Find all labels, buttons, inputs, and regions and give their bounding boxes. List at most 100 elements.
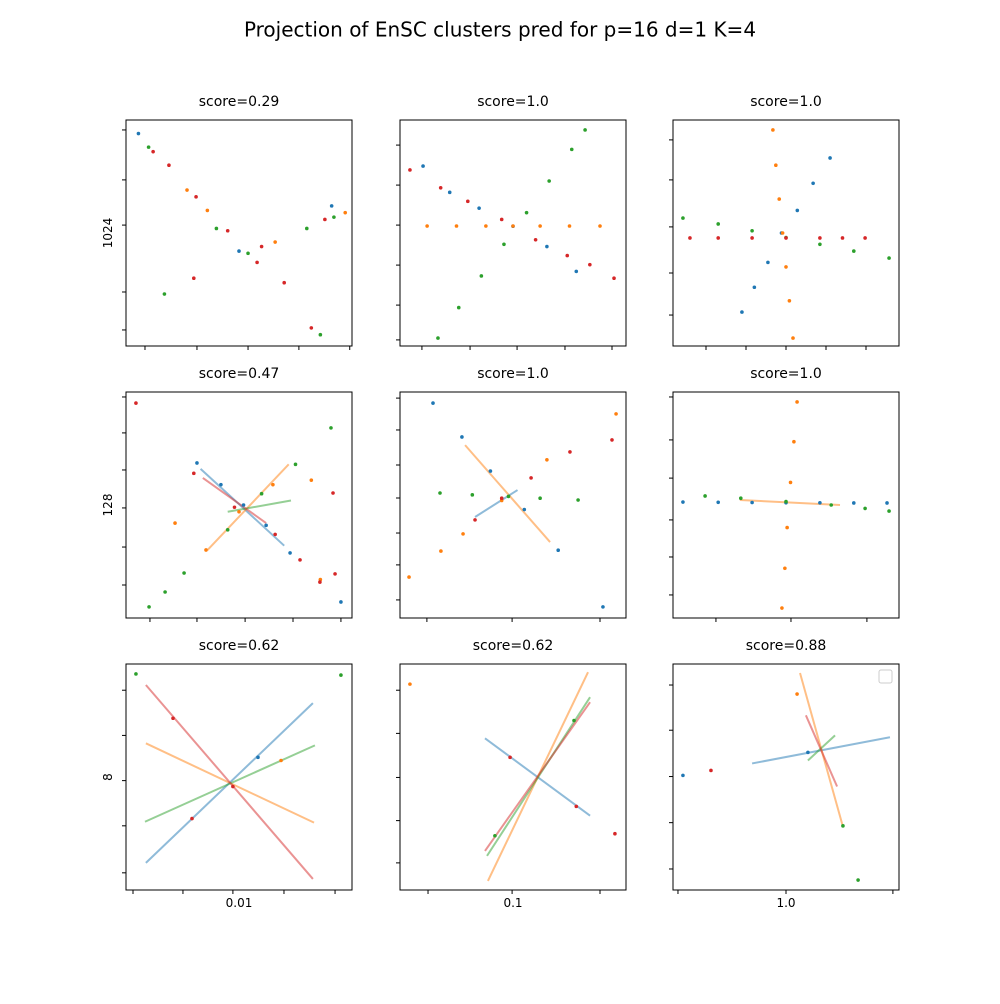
point: [147, 605, 151, 609]
point: [716, 500, 720, 505]
point: [840, 236, 845, 240]
point: [431, 401, 435, 405]
plot-frame: [125, 663, 353, 891]
point: [612, 276, 616, 281]
fit-line: [484, 701, 591, 852]
point: [818, 236, 822, 240]
point: [323, 217, 327, 222]
point: [785, 525, 789, 530]
point: [488, 469, 493, 473]
point: [225, 228, 230, 233]
point: [887, 256, 891, 260]
point: [493, 833, 497, 838]
point: [136, 131, 141, 136]
point: [752, 285, 757, 290]
point: [331, 491, 335, 495]
point: [473, 518, 477, 522]
point: [829, 503, 833, 507]
point: [703, 494, 707, 498]
point: [205, 208, 210, 213]
point: [436, 336, 440, 340]
point: [241, 503, 246, 507]
point: [750, 228, 754, 233]
point: [407, 575, 411, 579]
point: [567, 224, 572, 228]
point: [583, 128, 587, 132]
point: [508, 755, 512, 760]
point: [811, 181, 815, 186]
point: [576, 498, 580, 502]
panel-title: score=0.62: [199, 638, 280, 654]
point: [522, 507, 527, 512]
point: [237, 249, 241, 253]
point: [739, 496, 743, 501]
point: [750, 236, 754, 240]
fit-line: [145, 684, 314, 880]
point: [461, 532, 465, 536]
point: [329, 204, 334, 208]
plot-frame: [125, 391, 353, 619]
point: [282, 280, 287, 285]
panel-title: score=0.47: [199, 366, 280, 382]
fit-line: [807, 734, 836, 762]
point: [339, 600, 343, 604]
panel: score=0.88 1.0: [669, 638, 900, 910]
point: [863, 236, 867, 240]
plot-frame: [672, 391, 900, 619]
x-label: 1.0: [776, 896, 795, 910]
point: [818, 500, 822, 505]
point: [716, 236, 720, 240]
point: [151, 149, 155, 154]
fit-line: [804, 714, 838, 787]
y-label: 8: [101, 773, 115, 781]
point: [791, 336, 795, 340]
point: [792, 439, 796, 444]
point: [192, 471, 196, 476]
point: [806, 750, 810, 755]
point: [438, 491, 442, 495]
panel: score=1.0: [396, 366, 627, 622]
point: [447, 190, 452, 195]
panel: score=1.0: [396, 94, 627, 350]
point: [293, 462, 298, 467]
panel: score=0.47 128: [101, 366, 353, 622]
point: [524, 210, 529, 215]
plot-frame: [399, 391, 627, 619]
point: [784, 499, 788, 504]
point: [506, 494, 511, 499]
point: [460, 435, 464, 439]
panel-title: score=0.29: [199, 94, 280, 110]
point: [574, 269, 579, 274]
point: [408, 168, 412, 172]
point: [533, 237, 538, 242]
point: [828, 156, 832, 160]
point: [134, 672, 138, 676]
point: [841, 824, 845, 828]
point: [194, 195, 198, 199]
panel: score=0.62 0.1: [396, 638, 627, 910]
point: [318, 332, 323, 337]
point: [774, 163, 778, 167]
point: [231, 784, 235, 789]
point: [225, 528, 230, 532]
panel: score=1.0: [669, 94, 900, 350]
point: [484, 224, 488, 228]
fit-line: [464, 444, 551, 543]
point: [470, 493, 475, 497]
point: [610, 438, 614, 442]
point: [545, 244, 549, 249]
point: [601, 605, 605, 609]
point: [863, 506, 867, 511]
point: [171, 716, 175, 721]
point: [163, 590, 167, 594]
point: [502, 242, 506, 247]
point: [852, 249, 856, 253]
point: [214, 226, 219, 231]
point: [195, 461, 199, 465]
point: [709, 768, 713, 773]
point: [795, 400, 799, 404]
point: [568, 450, 572, 454]
fit-line: [474, 489, 519, 518]
point: [273, 532, 277, 537]
